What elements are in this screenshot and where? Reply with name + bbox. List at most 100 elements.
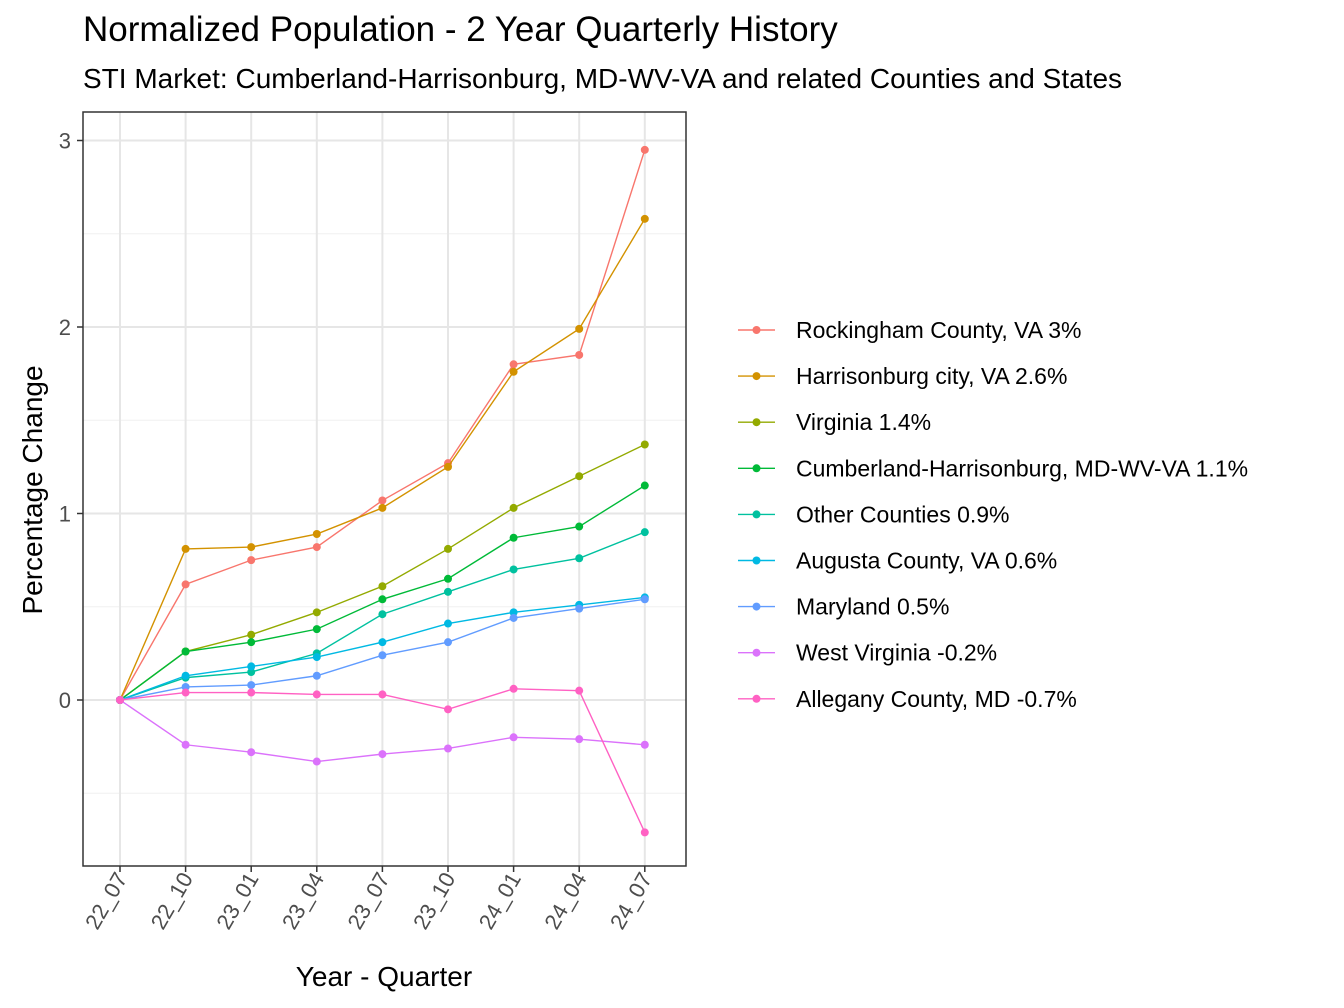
data-point (444, 574, 452, 583)
data-point (640, 440, 649, 449)
data-point (575, 735, 584, 744)
data-point (247, 668, 256, 677)
data-point (247, 681, 256, 690)
series-group (116, 214, 649, 704)
y-tick-label: 1 (59, 502, 71, 527)
legend-item: Rockingham County, VA 3% (738, 317, 1082, 343)
data-point (640, 528, 649, 537)
legend-item: Virginia 1.4% (738, 409, 931, 435)
legend-label: Harrisonburg city, VA 2.6% (796, 363, 1067, 389)
data-point (312, 625, 321, 634)
data-point (640, 828, 649, 837)
data-point (575, 472, 584, 481)
data-point (509, 533, 518, 542)
series-group (116, 145, 649, 704)
data-point (312, 653, 321, 662)
legend-key-point (752, 510, 761, 519)
x-tick-label: 24_01 (474, 868, 526, 933)
data-point (378, 690, 387, 699)
data-point (444, 744, 452, 753)
legend: Rockingham County, VA 3% Harrisonburg cit… (738, 317, 1248, 712)
data-point (247, 688, 256, 697)
data-point (444, 544, 452, 553)
legend-key-point (752, 326, 761, 334)
x-axis-title: Year - Quarter (296, 961, 472, 992)
data-point (247, 543, 256, 552)
data-point (312, 671, 321, 680)
data-point (509, 608, 518, 617)
x-tick-label: 23_07 (342, 868, 394, 933)
data-point (312, 757, 321, 766)
series-group (116, 696, 649, 766)
data-point (640, 740, 649, 749)
data-point (509, 367, 518, 376)
data-point (181, 688, 190, 697)
data-point (640, 145, 649, 154)
data-point (509, 503, 518, 512)
y-axis-title: Percentage Change (17, 365, 48, 614)
legend-key-point (752, 418, 761, 427)
legend-key-point (752, 372, 761, 381)
data-point (509, 565, 518, 574)
legend-item: Harrisonburg city, VA 2.6% (738, 363, 1067, 389)
data-point (640, 595, 649, 604)
legend-label: Cumberland-Harrisonburg, MD-WV-VA 1.1% (796, 455, 1248, 481)
data-point (378, 750, 387, 759)
data-point (509, 613, 518, 622)
data-point (181, 671, 190, 680)
legend-item: Maryland 0.5% (738, 594, 949, 620)
data-point (378, 496, 387, 505)
data-point (378, 651, 387, 660)
data-point (181, 682, 190, 691)
series-lines (116, 145, 649, 837)
data-point (509, 360, 518, 369)
data-point (312, 690, 321, 699)
data-point (575, 554, 584, 563)
series-group (116, 684, 649, 837)
y-axis: 0 1 2 3 (59, 129, 83, 713)
y-tick-label: 0 (59, 688, 71, 713)
legend-key-point (752, 464, 761, 473)
data-point (378, 582, 387, 591)
x-axis: 22_07 22_10 23_01 23_04 23_07 23_10 24_01 24_04… (80, 866, 657, 933)
x-tick-label: 24_07 (605, 868, 657, 933)
legend-label: Other Counties 0.9% (796, 501, 1010, 527)
x-tick-label: 22_07 (80, 868, 132, 933)
x-tick-label: 24_04 (539, 868, 591, 933)
series-group (116, 481, 649, 704)
data-point (181, 740, 190, 749)
legend-label: West Virginia -0.2% (796, 640, 997, 666)
data-point (247, 748, 256, 757)
x-tick-label: 23_04 (277, 868, 329, 933)
legend-item: Other Counties 0.9% (738, 501, 1010, 527)
data-point (640, 481, 649, 490)
data-point (181, 580, 190, 589)
legend-label: Maryland 0.5% (796, 594, 949, 620)
data-point (509, 684, 518, 693)
legend-item: West Virginia -0.2% (738, 640, 997, 666)
data-point (378, 638, 387, 647)
data-point (312, 608, 321, 617)
data-point (444, 619, 452, 628)
legend-item: Cumberland-Harrisonburg, MD-WV-VA 1.1% (738, 455, 1248, 481)
legend-item: Allegany County, MD -0.7% (738, 686, 1077, 712)
data-point (575, 350, 584, 359)
legend-label: Allegany County, MD -0.7% (796, 686, 1077, 712)
legend-item: Augusta County, VA 0.6% (738, 548, 1057, 574)
data-point (247, 556, 256, 565)
data-point (444, 705, 452, 714)
data-point (247, 638, 256, 647)
x-tick-label: 23_01 (211, 868, 263, 933)
chart-subtitle: STI Market: Cumberland-Harrisonburg, MD-… (83, 63, 1123, 94)
data-point (181, 544, 190, 553)
data-point (247, 662, 256, 671)
data-point (444, 638, 452, 647)
data-point (575, 324, 584, 333)
x-tick-label: 22_10 (146, 868, 198, 933)
data-point (575, 522, 584, 531)
data-point (575, 686, 584, 695)
data-point (312, 543, 321, 552)
data-point (247, 630, 256, 639)
y-tick-label: 2 (59, 315, 71, 340)
